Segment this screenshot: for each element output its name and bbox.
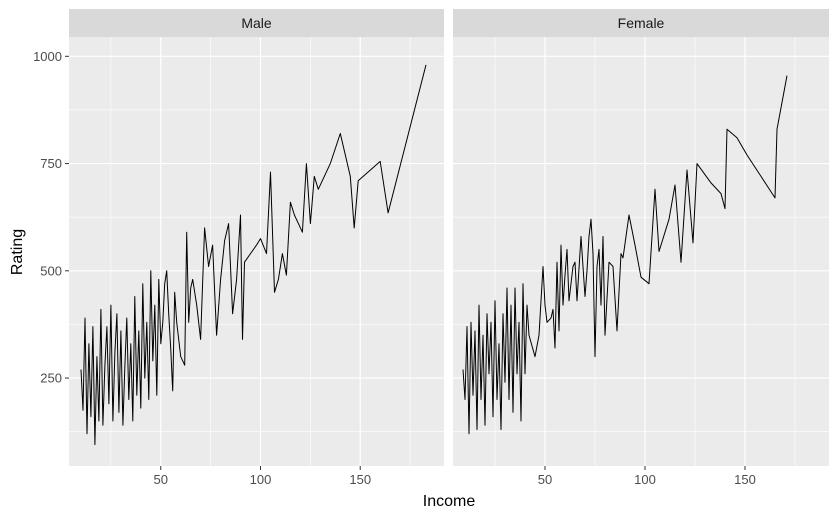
x-tick-label: 100 — [250, 472, 272, 487]
series-line-female — [462, 75, 788, 435]
y-tick-label: 750 — [40, 156, 62, 171]
facet-panel-female: Female — [453, 9, 829, 466]
y-axis-title: Rating — [9, 229, 26, 275]
facet-strip — [453, 9, 829, 37]
facet-strip — [69, 9, 444, 37]
panels-layer: Male Female — [69, 9, 829, 466]
x-tick-label: 150 — [734, 472, 756, 487]
series-line-male — [80, 64, 427, 446]
facet-strip-label: Male — [241, 15, 272, 31]
plot-panel-background — [69, 37, 444, 466]
y-tick-label: 500 — [40, 263, 62, 278]
facet-panel-male: Male — [69, 9, 444, 466]
plot-panel-background — [453, 37, 829, 466]
facet-strip-label: Female — [618, 15, 665, 31]
x-tick-label: 150 — [349, 472, 371, 487]
y-tick-label: 250 — [40, 371, 62, 386]
y-tick-label: 1000 — [33, 49, 62, 64]
x-tick-label: 100 — [634, 472, 656, 487]
x-axis-title: Income — [423, 493, 476, 510]
x-tick-label: 50 — [154, 472, 168, 487]
axes-layer: 50 100 150 50 100 150 250 500 750 1000 — [33, 49, 756, 487]
x-tick-label: 50 — [538, 472, 552, 487]
